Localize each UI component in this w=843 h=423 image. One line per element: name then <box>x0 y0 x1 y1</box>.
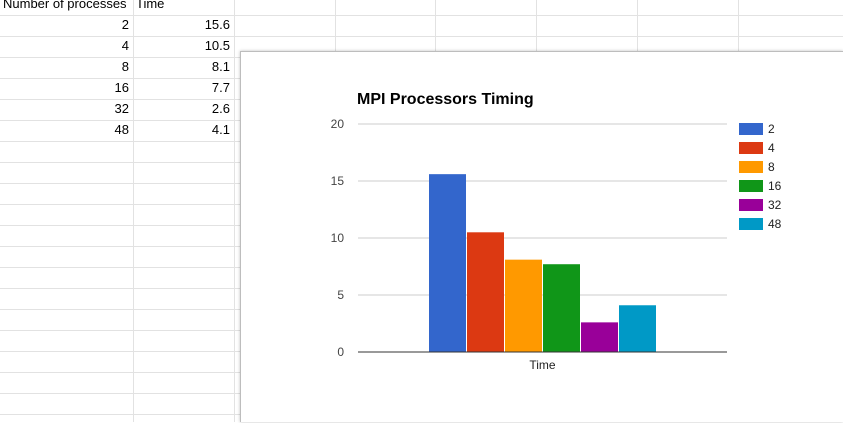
cell-processes[interactable]: 16 <box>114 80 129 95</box>
bar-32 <box>581 322 618 352</box>
bar-chart: MPI Processors Timing05101520Time2481632… <box>331 91 782 372</box>
legend-label-48: 48 <box>768 217 782 231</box>
cell-time[interactable]: 4.1 <box>211 122 230 137</box>
legend-swatch-8 <box>739 161 763 173</box>
bar-48 <box>619 305 656 352</box>
cell-time[interactable]: 8.1 <box>211 59 230 74</box>
grid-column-line <box>133 0 134 422</box>
bar-2 <box>429 174 466 352</box>
y-tick-label: 10 <box>331 231 345 245</box>
legend-swatch-48 <box>739 218 763 230</box>
legend-swatch-4 <box>739 142 763 154</box>
header-cell-time[interactable]: Time <box>136 0 165 11</box>
bar-16 <box>543 264 580 352</box>
cell-time[interactable]: 15.6 <box>204 17 230 32</box>
legend-swatch-2 <box>739 123 763 135</box>
cell-processes[interactable]: 32 <box>114 101 129 116</box>
grid-row-line <box>0 15 843 16</box>
cell-processes[interactable]: 4 <box>121 38 129 53</box>
legend-label-2: 2 <box>768 122 775 136</box>
legend-label-4: 4 <box>768 141 775 155</box>
legend-label-16: 16 <box>768 179 782 193</box>
chart-title: MPI Processors Timing <box>357 91 534 108</box>
y-tick-label: 5 <box>337 288 344 302</box>
bar-4 <box>467 232 504 352</box>
x-category-label: Time <box>529 358 556 372</box>
cell-processes[interactable]: 8 <box>121 59 129 74</box>
grid-column-line <box>234 0 235 422</box>
bar-8 <box>505 259 542 352</box>
legend-label-8: 8 <box>768 160 775 174</box>
cell-time[interactable]: 7.7 <box>211 80 230 95</box>
cell-time[interactable]: 10.5 <box>204 38 230 53</box>
y-tick-label: 0 <box>337 345 344 359</box>
header-cell-processes[interactable]: Number of processes <box>3 0 127 11</box>
y-tick-label: 20 <box>331 117 345 131</box>
legend-swatch-16 <box>739 180 763 192</box>
chart-container[interactable]: MPI Processors Timing 0 5 10 15 20 Time 2 4 8 16 32… <box>240 51 843 422</box>
y-tick-label: 15 <box>331 174 345 188</box>
cell-processes[interactable]: 2 <box>121 17 129 32</box>
cell-time[interactable]: 2.6 <box>211 101 230 116</box>
legend-label-32: 32 <box>768 198 782 212</box>
grid-row-line <box>0 36 843 37</box>
cell-processes[interactable]: 48 <box>114 122 129 137</box>
legend-swatch-32 <box>739 199 763 211</box>
